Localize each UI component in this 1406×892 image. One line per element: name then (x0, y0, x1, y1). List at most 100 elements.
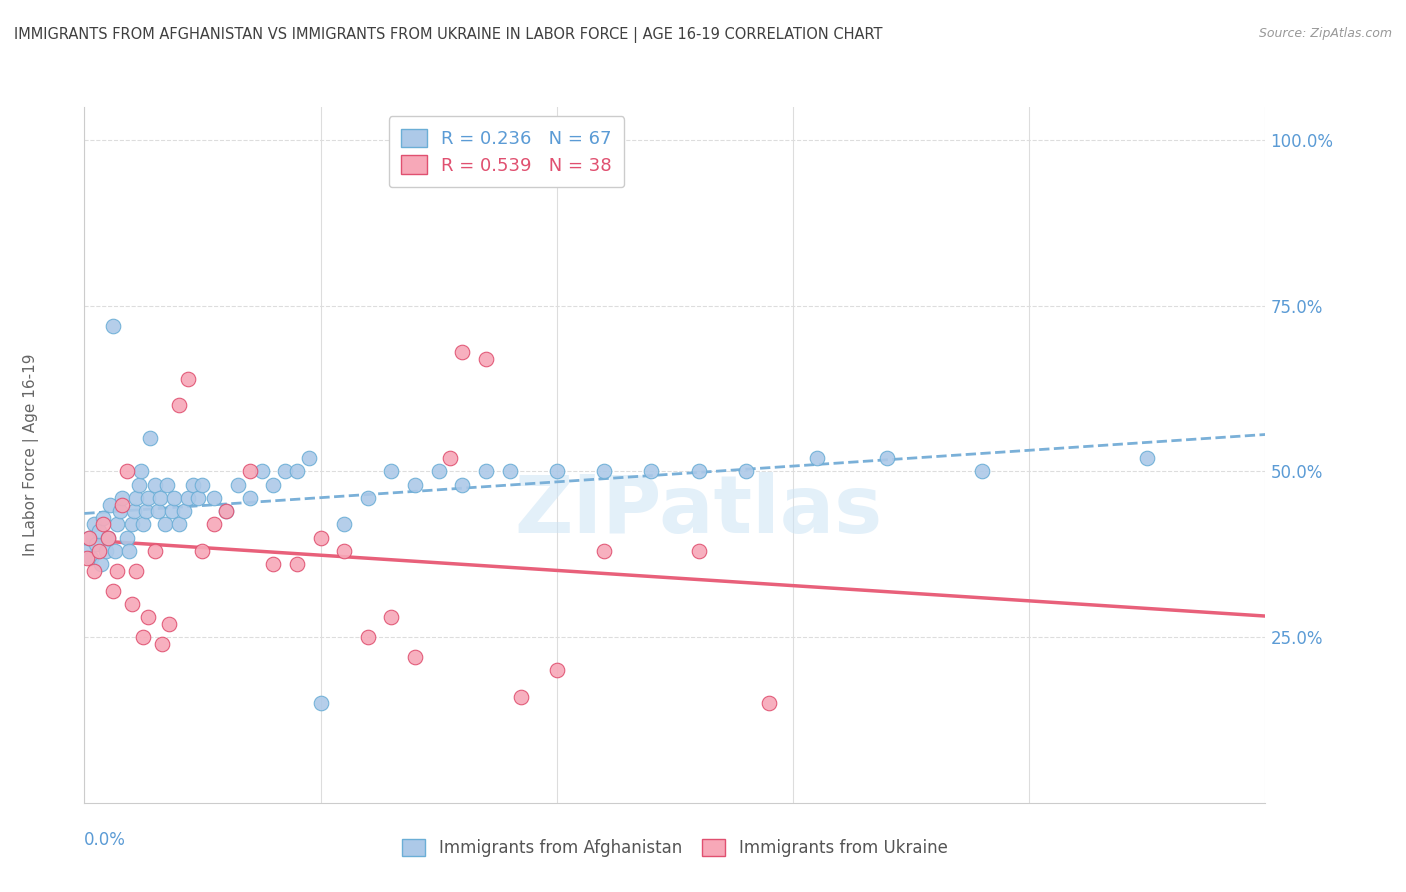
Point (136, 491, 159, 505)
Point (546, 663, 568, 677)
Point (167, 398, 190, 412)
Point (177, 491, 200, 505)
Point (309, 531, 332, 545)
Point (451, 345, 474, 359)
Point (250, 465, 273, 479)
Point (357, 491, 380, 505)
Point (94, 544, 117, 558)
Point (876, 451, 898, 466)
Point (475, 351, 498, 366)
Point (87, 544, 110, 558)
Point (101, 583, 124, 598)
Text: ZIPatlas: ZIPatlas (515, 472, 883, 549)
Point (427, 465, 450, 479)
Text: In Labor Force | Age 16-19: In Labor Force | Age 16-19 (24, 353, 39, 557)
Point (239, 465, 262, 479)
Point (593, 544, 616, 558)
Text: 0.0%: 0.0% (84, 830, 127, 848)
Point (149, 491, 172, 505)
Point (970, 465, 993, 479)
Point (132, 517, 155, 532)
Point (97, 531, 120, 545)
Point (122, 504, 145, 518)
Point (510, 690, 533, 704)
Point (121, 597, 143, 611)
Point (177, 372, 200, 386)
Point (298, 451, 321, 466)
Point (202, 491, 225, 505)
Point (163, 491, 186, 505)
Point (546, 465, 568, 479)
Point (90, 558, 112, 572)
Point (139, 431, 162, 445)
Point (107, 564, 129, 578)
Point (333, 517, 356, 532)
Point (135, 504, 157, 518)
Point (153, 517, 176, 532)
Point (404, 650, 426, 665)
Point (97, 531, 120, 545)
Point (640, 465, 662, 479)
Point (157, 616, 180, 631)
Point (167, 517, 190, 532)
Point (160, 504, 183, 518)
Point (758, 697, 780, 711)
Point (262, 477, 284, 491)
Point (76, 550, 98, 565)
Point (84, 537, 107, 551)
Point (143, 544, 166, 558)
Point (1136, 451, 1159, 466)
Point (111, 491, 134, 505)
Point (115, 465, 138, 479)
Point (439, 451, 461, 466)
Point (187, 491, 209, 505)
Point (136, 610, 159, 624)
Point (91, 517, 114, 532)
Point (380, 465, 402, 479)
Point (309, 697, 332, 711)
Point (181, 477, 204, 491)
Point (129, 465, 152, 479)
Point (451, 477, 474, 491)
Text: Source: ZipAtlas.com: Source: ZipAtlas.com (1258, 27, 1392, 40)
Point (146, 504, 169, 518)
Point (125, 491, 148, 505)
Point (498, 465, 520, 479)
Point (91, 511, 114, 525)
Point (734, 465, 756, 479)
Point (333, 544, 356, 558)
Point (143, 477, 166, 491)
Point (173, 504, 195, 518)
Point (357, 630, 380, 644)
Point (475, 465, 498, 479)
Point (688, 465, 710, 479)
Point (125, 564, 148, 578)
Point (111, 498, 134, 512)
Point (202, 517, 225, 532)
Point (191, 477, 214, 491)
Point (83, 564, 105, 578)
Point (80, 550, 103, 565)
Point (87, 524, 110, 538)
Point (83, 517, 105, 532)
Point (688, 544, 710, 558)
Point (262, 558, 284, 572)
Point (239, 491, 262, 505)
Point (285, 465, 308, 479)
Point (285, 558, 308, 572)
Point (101, 318, 124, 333)
Point (118, 544, 141, 558)
Text: IMMIGRANTS FROM AFGHANISTAN VS IMMIGRANTS FROM UKRAINE IN LABOR FORCE | AGE 16-1: IMMIGRANTS FROM AFGHANISTAN VS IMMIGRANT… (14, 27, 883, 43)
Point (215, 504, 238, 518)
Point (404, 477, 426, 491)
Point (115, 531, 138, 545)
Point (77, 531, 100, 545)
Point (108, 504, 131, 518)
Point (107, 517, 129, 532)
Point (593, 465, 616, 479)
Point (156, 477, 179, 491)
Point (128, 477, 150, 491)
Point (215, 504, 238, 518)
Point (380, 610, 402, 624)
Point (191, 544, 214, 558)
